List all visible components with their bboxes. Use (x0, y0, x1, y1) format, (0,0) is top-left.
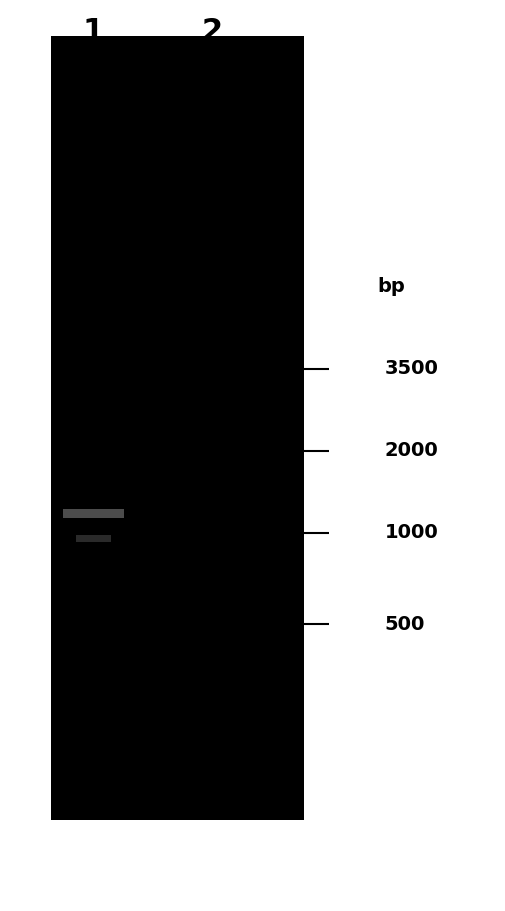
Bar (50, 36, 303, 820)
Bar (76, 535, 111, 542)
Bar (63, 509, 124, 518)
Text: bp: bp (376, 278, 404, 296)
Text: 500: 500 (384, 615, 424, 633)
Text: 1: 1 (83, 17, 104, 46)
Text: 2000: 2000 (384, 442, 437, 460)
Text: 2: 2 (201, 17, 223, 46)
Text: 1000: 1000 (384, 524, 437, 542)
Text: 3500: 3500 (384, 360, 437, 378)
